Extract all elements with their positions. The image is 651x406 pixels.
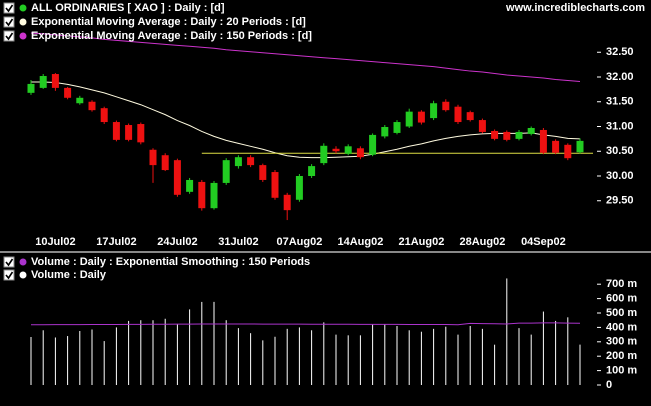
y-tick-label: 300 m <box>606 336 637 348</box>
candle-body <box>137 124 145 143</box>
candle-body <box>393 122 401 133</box>
checkbox[interactable] <box>3 30 15 42</box>
y-tick-label: 31.00 <box>606 120 634 132</box>
candle-body <box>320 145 328 164</box>
candle-body <box>210 182 218 209</box>
y-tick-label: 0 <box>606 379 612 391</box>
x-tick-label: 10Jul02 <box>35 236 75 248</box>
candle-body <box>442 101 450 111</box>
y-tick-label: 29.50 <box>606 195 634 207</box>
candle-body <box>247 157 255 166</box>
y-tick-label: 32.50 <box>606 46 634 58</box>
candle-body <box>271 172 279 198</box>
legend-marker <box>19 4 27 12</box>
y-tick-label: 100 m <box>606 365 637 377</box>
candle-body <box>259 165 267 180</box>
brand: www.incrediblecharts.com <box>505 2 645 14</box>
candle-body <box>527 127 535 134</box>
legend-marker <box>19 32 27 40</box>
volume-ema <box>31 322 581 326</box>
x-tick-label: 21Aug02 <box>398 236 444 248</box>
y-tick-label: 500 m <box>606 307 637 319</box>
y-tick-label: 31.50 <box>606 96 634 108</box>
checkmark <box>5 32 14 41</box>
checkmark <box>5 4 14 13</box>
candle-body <box>381 126 389 137</box>
ema-line <box>30 32 581 82</box>
x-tick-label: 07Aug02 <box>276 236 322 248</box>
checkmark <box>5 258 14 267</box>
candle-body <box>308 166 316 176</box>
legend-label: Exponential Moving Average : Daily : 150… <box>31 30 312 42</box>
candle-body <box>76 97 84 104</box>
candle-body <box>454 106 462 123</box>
candle-body <box>149 149 157 166</box>
y-tick-label: 32.00 <box>606 71 634 83</box>
candle-body <box>88 101 96 111</box>
legend-marker <box>19 18 27 26</box>
candle-body <box>491 130 499 139</box>
y-tick-label: 30.00 <box>606 170 634 182</box>
candle-body <box>100 108 108 123</box>
y-tick-label: 30.50 <box>606 145 634 157</box>
candle-body <box>539 129 547 153</box>
candle-body <box>161 155 169 171</box>
candle-body <box>417 111 425 123</box>
candle-body <box>430 103 438 119</box>
candle-body <box>173 160 181 195</box>
candle-body <box>222 160 230 183</box>
candle-body <box>369 134 377 155</box>
legend-label: Volume : Daily : Exponential Smoothing :… <box>31 256 310 268</box>
ema-line <box>31 81 581 159</box>
candle-body <box>576 140 584 153</box>
candle-body <box>39 76 47 88</box>
y-tick-label: 600 m <box>606 293 637 305</box>
candle-body <box>234 157 242 167</box>
checkbox[interactable] <box>3 16 15 28</box>
legend-label: Volume : Daily <box>31 269 107 281</box>
candle-body <box>503 131 511 140</box>
x-tick-label: 17Jul02 <box>96 236 136 248</box>
candle-body <box>64 87 72 98</box>
candle-body <box>405 111 413 127</box>
y-tick-label: 700 m <box>606 278 637 290</box>
candle-body <box>198 181 206 209</box>
candle-body <box>466 112 474 121</box>
candle-body <box>125 125 133 140</box>
candle-body <box>51 74 59 88</box>
checkbox[interactable] <box>3 256 15 268</box>
candle-body <box>283 194 291 211</box>
candle-body <box>552 140 560 153</box>
candle-body <box>356 148 364 158</box>
candle-body <box>344 146 352 154</box>
legend-label: ALL ORDINARIES [ XAO ] : Daily : [d] <box>31 2 225 14</box>
checkbox[interactable] <box>3 269 15 281</box>
x-tick-label: 14Aug02 <box>337 236 383 248</box>
x-tick-label: 24Jul02 <box>157 236 197 248</box>
checkbox[interactable] <box>3 2 15 14</box>
x-tick-label: 31Jul02 <box>218 236 258 248</box>
checkmark <box>5 18 14 27</box>
legend-marker <box>19 271 27 279</box>
candle-body <box>186 179 194 192</box>
candle-body <box>27 83 35 93</box>
candle-body <box>564 144 572 159</box>
legend-marker <box>19 258 27 266</box>
candle-body <box>295 176 303 200</box>
x-tick-label: 28Aug02 <box>459 236 505 248</box>
candle-body <box>515 131 523 139</box>
candle-body <box>332 148 340 152</box>
candle-body <box>478 120 486 132</box>
checkmark <box>5 271 14 280</box>
x-tick-label: 04Sep02 <box>521 236 566 248</box>
y-tick-label: 400 m <box>606 321 637 333</box>
legend-label: Exponential Moving Average : Daily : 20 … <box>31 16 306 28</box>
y-tick-label: 200 m <box>606 350 637 362</box>
candle-body <box>112 122 120 140</box>
